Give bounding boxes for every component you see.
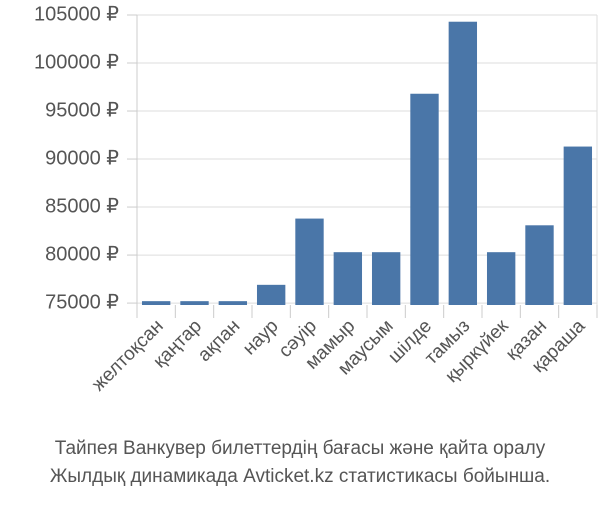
x-tick-label: наур — [239, 316, 283, 360]
y-tick-label: 75000 ₽ — [45, 291, 119, 313]
y-tick-label: 90000 ₽ — [45, 147, 119, 169]
bar — [410, 93, 439, 305]
bar — [563, 146, 593, 305]
bar — [371, 252, 401, 305]
bar — [525, 225, 554, 305]
y-tick-label: 105000 ₽ — [34, 3, 119, 25]
caption: Тайпея Ванкувер билеттердің бағасы және … — [55, 438, 546, 459]
bar — [333, 252, 363, 305]
y-tick-label: 80000 ₽ — [45, 243, 119, 265]
caption: Жылдық динамикада Avticket.kz статистика… — [50, 466, 550, 487]
bar — [218, 301, 248, 305]
bar — [256, 284, 286, 305]
bar — [141, 301, 171, 305]
bar — [180, 301, 209, 305]
y-tick-label: 95000 ₽ — [45, 99, 119, 121]
x-tick-label: ақпан — [194, 316, 244, 366]
bar — [295, 218, 324, 305]
y-tick-label: 100000 ₽ — [34, 51, 119, 73]
bar — [448, 21, 478, 305]
bar — [486, 252, 516, 305]
y-tick-label: 85000 ₽ — [45, 195, 119, 217]
